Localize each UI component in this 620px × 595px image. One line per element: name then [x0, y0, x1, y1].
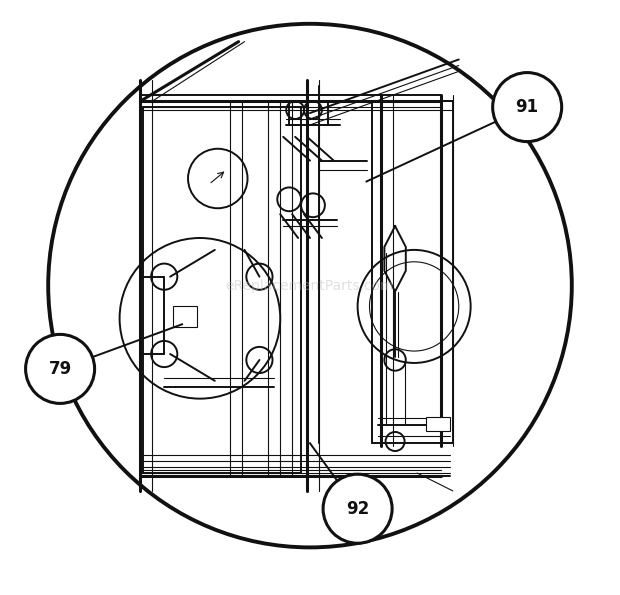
Text: eReplacementParts.com: eReplacementParts.com — [226, 278, 394, 293]
Circle shape — [493, 73, 562, 142]
Circle shape — [25, 334, 95, 403]
Bar — [373, 101, 453, 443]
Text: 92: 92 — [346, 500, 370, 518]
Text: 79: 79 — [48, 360, 72, 378]
Circle shape — [323, 474, 392, 543]
Bar — [143, 107, 301, 473]
Bar — [173, 306, 197, 327]
Bar — [289, 101, 328, 125]
Bar — [426, 416, 450, 431]
Text: 91: 91 — [516, 98, 539, 116]
